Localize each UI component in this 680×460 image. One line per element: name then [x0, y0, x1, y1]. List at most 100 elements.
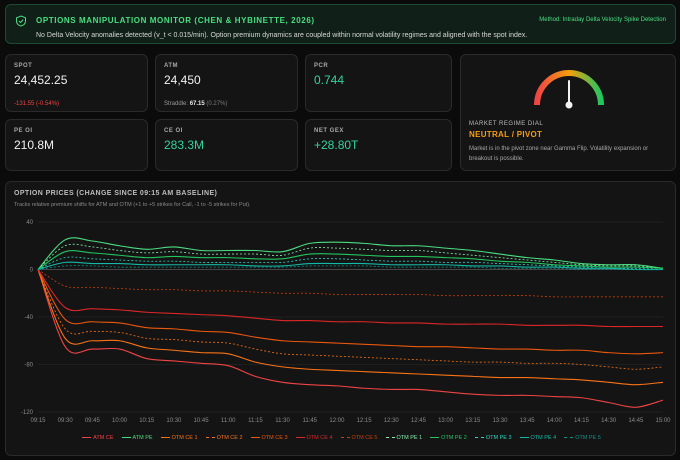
dial-arc	[534, 70, 604, 106]
net-gex-card: NET GEX +28.80T	[305, 119, 452, 171]
legend-label: OTM CE 4	[306, 435, 333, 441]
x-tick-label: 12:15	[357, 418, 373, 424]
spot-change: -131.55 (-0.54%)	[14, 101, 60, 107]
pe-oi-label: PE OI	[14, 128, 33, 134]
ce-oi-label: CE OI	[164, 128, 183, 134]
series-line-otm-ce-4	[37, 269, 663, 328]
series-line-atm-pe	[37, 237, 664, 270]
x-tick-label: 10:45	[194, 418, 210, 424]
alert-method: Method: Intraday Delta Velocity Spike De…	[539, 17, 666, 23]
series-line-otm-pe-1	[37, 243, 664, 270]
ce-oi-value: 283.3M	[164, 138, 205, 152]
y-tick-label: -80	[24, 363, 33, 369]
chart-subtitle: Tracks relative premium shifts for ATM a…	[14, 202, 251, 208]
atm-label: ATM	[164, 63, 179, 69]
legend-item[interactable]: ATM CE	[82, 435, 114, 441]
legend-label: OTM CE 1	[171, 435, 198, 441]
x-tick-label: 11:00	[221, 418, 236, 424]
regime-value: NEUTRAL / PIVOT	[469, 130, 543, 139]
legend-item[interactable]: OTM PE 3	[474, 435, 512, 441]
x-tick-label: 13:00	[438, 418, 454, 424]
x-tick-label: 15:00	[655, 418, 671, 424]
legend-swatch	[121, 437, 131, 439]
x-tick-label: 14:15	[574, 418, 590, 424]
shield-check-icon	[16, 15, 26, 27]
legend-item[interactable]: OTM PE 4	[519, 435, 557, 441]
legend-item[interactable]: OTM PE 1	[385, 435, 423, 441]
legend-item[interactable]: OTM PE 2	[430, 435, 467, 441]
alert-title: OPTIONS MANIPULATION MONITOR (CHEN & HYB…	[36, 16, 315, 25]
legend-label: OTM PE 1	[396, 435, 423, 441]
atm-card: ATM 24,450 Straddle: 67.15 (0.27%)	[155, 54, 298, 112]
series-line-otm-ce-3	[37, 269, 664, 355]
legend-item[interactable]: OTM CE 1	[160, 435, 198, 441]
series-line-otm-ce-5	[37, 269, 663, 298]
straddle-value: 67.15	[189, 101, 205, 107]
x-tick-label: 12:30	[384, 418, 400, 424]
x-tick-label: 10:00	[112, 418, 128, 424]
y-tick-label: -40	[24, 315, 33, 321]
legend-label: OTM CE 2	[216, 435, 243, 441]
pcr-value: 0.744	[314, 73, 345, 87]
legend-item[interactable]: OTM CE 4	[295, 435, 333, 441]
market-regime-card: MARKET REGIME DIAL NEUTRAL / PIVOT Marke…	[460, 54, 676, 171]
series-line-atm-ce	[37, 269, 664, 408]
series-line-otm-ce-1	[37, 269, 664, 386]
legend-swatch	[564, 437, 574, 439]
legend-swatch	[385, 437, 395, 439]
atm-value: 24,450	[164, 73, 201, 87]
x-tick-label: 12:45	[411, 418, 427, 424]
series-line-otm-pe-4	[37, 261, 664, 271]
legend-swatch	[519, 437, 529, 439]
straddle-label: Straddle:	[164, 101, 189, 107]
legend-item[interactable]: OTM CE 5	[340, 435, 378, 441]
dial-hub	[565, 101, 573, 109]
x-tick-label: 10:30	[166, 418, 182, 424]
ce-oi-card: CE OI 283.3M	[155, 119, 298, 171]
legend-label: OTM PE 2	[441, 435, 467, 441]
legend-label: OTM CE 5	[351, 435, 378, 441]
legend-item[interactable]: OTM CE 2	[205, 435, 243, 441]
pe-oi-card: PE OI 210.8M	[5, 119, 148, 171]
straddle-pct: (0.27%)	[206, 101, 228, 107]
regime-dial-gauge	[534, 70, 604, 109]
legend-swatch	[250, 437, 260, 439]
legend-label: OTM PE 4	[530, 435, 557, 441]
legend-item[interactable]: ATM PE	[121, 435, 153, 441]
legend-item[interactable]: OTM CE 3	[250, 435, 288, 441]
legend-swatch	[295, 437, 305, 439]
straddle-info: Straddle: 67.15 (0.27%)	[164, 101, 227, 107]
legend-swatch	[160, 437, 170, 439]
x-tick-label: 09:30	[58, 418, 74, 424]
regime-label: MARKET REGIME DIAL	[469, 121, 544, 127]
legend-swatch	[430, 437, 440, 439]
legend-swatch	[205, 437, 215, 439]
spot-value: 24,452.25	[14, 73, 68, 87]
x-tick-label: 12:00	[329, 418, 345, 424]
alert-message: No Delta Velocity anomalies detected (v_…	[36, 32, 528, 39]
x-tick-label: 11:15	[248, 418, 263, 424]
legend-label: ATM CE	[93, 435, 114, 441]
legend-item[interactable]: OTM PE 5	[564, 435, 601, 441]
legend-swatch	[82, 437, 92, 439]
pcr-label: PCR	[314, 63, 329, 69]
option-prices-chart-card: OPTION PRICES (CHANGE SINCE 09:15 AM BAS…	[5, 181, 676, 456]
x-tick-label: 10:15	[139, 418, 155, 424]
net-gex-label: NET GEX	[314, 128, 344, 134]
legend-label: ATM PE	[132, 435, 153, 441]
spot-card: SPOT 24,452.25 -131.55 (-0.54%)	[5, 54, 148, 112]
x-tick-label: 14:30	[601, 418, 617, 424]
x-tick-label: 13:30	[492, 418, 508, 424]
x-tick-label: 09:45	[85, 418, 101, 424]
series-line-otm-pe-5	[37, 265, 663, 270]
series-line-otm-pe-3	[37, 256, 664, 270]
x-tick-label: 13:45	[520, 418, 536, 424]
legend-swatch	[474, 437, 484, 439]
spot-label: SPOT	[14, 63, 33, 69]
pe-oi-value: 210.8M	[14, 138, 55, 152]
y-tick-label: 40	[26, 220, 33, 226]
pcr-card: PCR 0.744	[305, 54, 452, 112]
legend-swatch	[340, 437, 350, 439]
series-line-otm-ce-2	[37, 269, 664, 370]
option-prices-plot: 40 0 -40 -80 -120 09:15 09:30 09:45 10:00 10:15 10…	[21, 220, 671, 424]
